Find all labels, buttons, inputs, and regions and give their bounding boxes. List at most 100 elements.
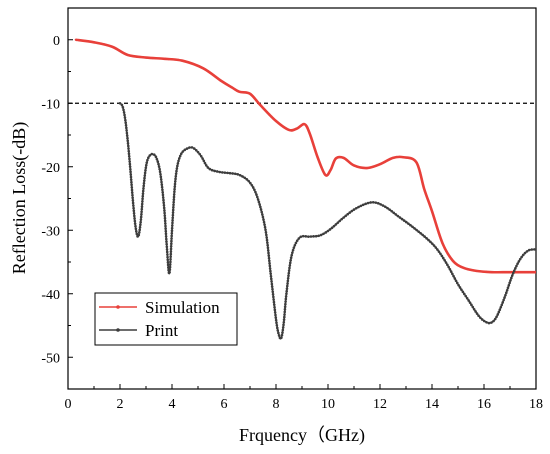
series-point-print [130, 186, 134, 189]
series-point-print [533, 248, 536, 251]
series-point-print [172, 198, 176, 201]
series-point-print [441, 256, 445, 260]
series-point-simulation [378, 163, 381, 166]
series-point-simulation [189, 61, 192, 65]
series-point-print [500, 303, 504, 307]
series-point-simulation [201, 66, 204, 70]
x-tick-label: 18 [529, 397, 543, 412]
y-axis-title: Reflection Loss(-dB) [9, 122, 30, 274]
series-point-simulation [225, 83, 228, 86]
series-point-simulation [270, 115, 273, 118]
series-point-print [281, 326, 285, 329]
series-point-print [268, 267, 272, 270]
series-point-simulation [323, 172, 326, 175]
series-point-simulation [530, 271, 533, 274]
series-point-print [458, 286, 462, 289]
series-point-print [456, 281, 459, 285]
series-point-simulation [177, 58, 180, 62]
series-point-simulation [350, 162, 353, 166]
series-point-print [269, 269, 272, 273]
series-point-simulation [96, 41, 100, 45]
series-point-print [175, 169, 178, 173]
series-point-print [147, 156, 150, 160]
series-point-print [447, 265, 450, 269]
series-point-print [507, 284, 511, 287]
series-point-simulation [482, 270, 485, 273]
series-point-simulation [318, 160, 321, 163]
series-point-print [477, 314, 480, 318]
series-point-print [396, 214, 400, 218]
series-point-print [131, 199, 135, 202]
series-point-print [158, 170, 162, 173]
series-point-simulation [420, 177, 423, 180]
series-point-print [282, 320, 286, 324]
series-point-print [504, 293, 507, 297]
series-point-print [289, 258, 292, 262]
series-point-print [495, 315, 498, 319]
series-point-print [282, 318, 286, 321]
series-point-print [307, 235, 310, 238]
series-point-simulation [450, 258, 453, 261]
series-point-print [124, 121, 127, 124]
series-point-simulation [345, 158, 348, 162]
series-point-print [340, 217, 343, 221]
series-point-print [485, 320, 488, 324]
series-point-print [127, 152, 131, 156]
series-point-print [165, 245, 169, 249]
series-point-print [218, 170, 222, 174]
series-point-print [288, 266, 291, 270]
series-point-print [402, 219, 406, 222]
series-point-print [163, 214, 167, 217]
series-point-print [203, 161, 207, 165]
series-point-print [506, 286, 510, 290]
series-point-print [140, 213, 143, 216]
series-point-simulation [305, 124, 308, 127]
series-point-print [169, 247, 173, 251]
x-tick-label: 14 [425, 397, 439, 412]
series-point-print [162, 201, 166, 204]
series-point-simulation [520, 271, 523, 274]
series-point-print [270, 282, 274, 286]
series-point-print [425, 237, 428, 240]
series-point-print [376, 202, 380, 205]
series-point-simulation [142, 56, 145, 59]
series-point-print [284, 300, 287, 303]
series-point-simulation [448, 255, 451, 258]
series-point-print [142, 179, 146, 182]
series-point-print [215, 170, 219, 173]
series-point-print [259, 208, 263, 211]
series-simulation [74, 38, 536, 274]
series-point-print [332, 224, 336, 228]
series-point-print [144, 166, 148, 170]
series-point-simulation [309, 136, 313, 139]
series-point-print [283, 305, 287, 309]
series-point-print [163, 211, 166, 215]
series-point-print [516, 262, 519, 265]
series-point-simulation [112, 46, 115, 49]
series-point-print [169, 257, 172, 261]
series-point-print [256, 195, 259, 199]
series-point-print [196, 150, 200, 154]
series-point-simulation [432, 213, 435, 217]
series-point-print [128, 160, 131, 163]
series-point-print [210, 168, 214, 172]
series-point-print [171, 221, 174, 225]
series-point-print [145, 161, 149, 164]
series-point-print [138, 231, 141, 234]
y-tick-label: -50 [41, 351, 60, 366]
series-point-print [172, 200, 175, 204]
series-point-simulation [230, 86, 233, 89]
series-point-simulation [291, 129, 294, 132]
series-point-simulation [368, 166, 372, 169]
series-point-simulation [145, 56, 148, 59]
series-point-simulation [327, 172, 330, 175]
series-point-print [125, 126, 128, 130]
series-point-print [266, 243, 269, 247]
series-point-print [150, 152, 154, 156]
series-point-simulation [443, 247, 446, 250]
series-point-print [284, 297, 288, 301]
series-point-print [290, 253, 294, 257]
series-point-simulation [431, 210, 434, 214]
series-point-print [123, 113, 126, 117]
series-point-print [134, 227, 138, 231]
